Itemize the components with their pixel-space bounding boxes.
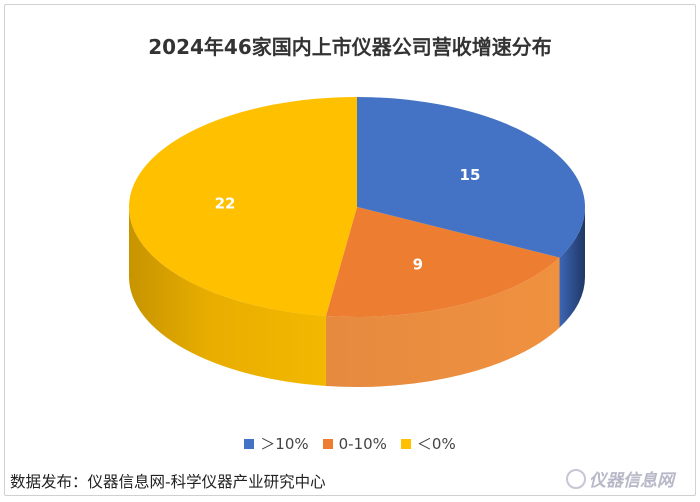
- legend-label-lt0: ＜0%: [416, 435, 456, 453]
- legend-item-lt0: ＜0%: [400, 433, 456, 454]
- pie-side-lt0: [129, 207, 326, 386]
- data-label-lt0: 22: [215, 195, 236, 213]
- source-note: 数据发布：仪器信息网-科学仪器产业研究中心: [10, 473, 326, 491]
- legend-swatch-0-10: [322, 438, 333, 449]
- pie-slice-0-10: [325, 207, 560, 317]
- data-label-gt10: 15: [460, 166, 481, 184]
- legend-swatch-gt10: [244, 438, 255, 449]
- pie-side-gt10: [559, 207, 585, 328]
- logo-text: 仪器信息网: [589, 471, 674, 491]
- legend-label-gt10: ＞10%: [260, 435, 309, 453]
- pie-side-0-10: [325, 257, 560, 387]
- pie-slice-gt10: [357, 97, 585, 258]
- logo-mark-icon: [566, 468, 586, 489]
- legend-label-0-10: 0-10%: [338, 434, 387, 453]
- data-label-0-10: 9: [413, 256, 423, 274]
- site-logo: 仪器信息网: [566, 466, 674, 491]
- chart-legend: ＞10% 0-10% ＜0%: [0, 433, 700, 454]
- legend-item-gt10: ＞10%: [244, 433, 309, 454]
- legend-swatch-lt0: [400, 438, 411, 449]
- pie-slice-lt0: [128, 97, 357, 316]
- legend-item-0-10: 0-10%: [322, 434, 387, 453]
- chart-title: 2024年46家国内上市仪器公司营收增速分布: [148, 35, 552, 59]
